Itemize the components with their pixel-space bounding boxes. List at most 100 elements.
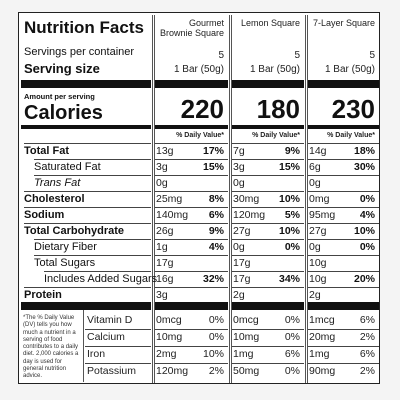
row-rule — [308, 346, 379, 347]
row-rule — [24, 207, 151, 208]
row-rule — [308, 207, 379, 208]
column-divider — [152, 15, 153, 383]
row-rule — [232, 346, 304, 347]
row-rule — [155, 363, 228, 364]
nutrient-amount: 140mg — [156, 209, 189, 221]
medium-rule — [308, 125, 379, 129]
row-rule — [34, 175, 151, 176]
nutrient-amount: 30mg — [233, 193, 260, 205]
thick-rule — [232, 80, 304, 88]
servings-value: 5 — [294, 50, 300, 61]
thick-rule — [155, 80, 228, 88]
vitamin-name: Vitamin D — [87, 314, 133, 326]
nutrient-amount: 0mg — [309, 193, 330, 205]
nutrient-dv: 4% — [359, 209, 375, 221]
row-rule — [308, 159, 379, 160]
row-rule — [34, 255, 151, 256]
nutrient-name: Includes Added Sugars — [44, 273, 158, 285]
medium-rule — [232, 125, 304, 129]
vitamin-dv: 10% — [202, 348, 224, 360]
nutrient-amount: 0g — [309, 177, 321, 189]
row-rule — [155, 143, 228, 144]
nutrient-amount: 7g — [233, 145, 245, 157]
vitamin-dv: 0% — [208, 331, 224, 343]
column-divider — [229, 15, 230, 383]
row-rule — [232, 271, 304, 272]
column-divider — [305, 15, 306, 383]
row-rule — [308, 223, 379, 224]
nutrient-amount: 26g — [156, 225, 174, 237]
nutrient-amount: 17g — [156, 257, 174, 269]
vitamin-amount: 10mg — [156, 331, 183, 343]
serving-size-value: 1 Bar (50g) — [324, 64, 375, 75]
vitamin-amount: 1mg — [309, 348, 330, 360]
nutrient-name: Total Carbohydrate — [24, 225, 125, 237]
serving-size-value: 1 Bar (50g) — [249, 64, 300, 75]
row-rule — [308, 143, 379, 144]
nutrient-amount: 17g — [233, 273, 251, 285]
nutrient-name: Protein — [24, 289, 62, 301]
nutrient-dv: 30% — [353, 161, 375, 173]
row-rule — [24, 143, 151, 144]
medium-rule — [155, 125, 228, 129]
nutrient-amount: 95mg — [309, 209, 336, 221]
vitamin-amount: 50mg — [233, 365, 260, 377]
nutrient-amount: 0g — [233, 241, 245, 253]
nutrient-amount: 3g — [233, 161, 245, 173]
vitamin-amount: 120mg — [156, 365, 189, 377]
row-rule — [232, 159, 304, 160]
row-rule — [308, 329, 379, 330]
row-rule — [232, 363, 304, 364]
row-rule — [232, 223, 304, 224]
row-rule — [44, 271, 151, 272]
nutrient-amount: 27g — [233, 225, 251, 237]
vitamin-amount: 90mg — [309, 365, 336, 377]
row-rule — [308, 175, 379, 176]
nutrient-name: Total Sugars — [34, 257, 96, 269]
row-rule — [155, 207, 228, 208]
dv-header: % Daily Value* — [327, 132, 375, 139]
row-rule — [34, 159, 151, 160]
nutrient-amount: 120mg — [233, 209, 266, 221]
footnote-divider — [83, 310, 84, 382]
nutrient-dv: 10% — [278, 225, 300, 237]
calories-value: 220 — [180, 94, 224, 124]
thick-rule — [21, 80, 151, 88]
servings-label: Servings per container — [24, 46, 135, 58]
row-rule — [24, 287, 151, 288]
column-divider — [154, 15, 155, 383]
calories-value: 180 — [256, 94, 300, 124]
row-rule — [232, 239, 304, 240]
nutrient-dv: 17% — [202, 145, 224, 157]
row-rule — [308, 363, 379, 364]
row-rule — [308, 287, 379, 288]
vitamin-amount: 2mg — [156, 348, 177, 360]
row-rule — [155, 329, 228, 330]
nutrient-amount: 14g — [309, 145, 327, 157]
row-rule — [232, 143, 304, 144]
row-rule — [85, 329, 151, 330]
vitamin-dv: 6% — [359, 314, 375, 326]
product-name: Gourmet Brownie Square — [159, 18, 224, 38]
row-rule — [85, 346, 151, 347]
nutrient-dv: 5% — [284, 209, 300, 221]
nutrient-dv: 32% — [202, 273, 224, 285]
row-rule — [308, 271, 379, 272]
row-rule — [155, 175, 228, 176]
nutrient-amount: 6g — [309, 161, 321, 173]
amount-label: Amount per serving — [24, 92, 95, 101]
vitamin-dv: 6% — [359, 348, 375, 360]
row-rule — [155, 271, 228, 272]
nutrient-amount: 1g — [156, 241, 168, 253]
serving-size-value: 1 Bar (50g) — [173, 64, 224, 75]
nutrient-amount: 17g — [233, 257, 251, 269]
nutrient-dv: 0% — [359, 241, 375, 253]
row-rule — [155, 287, 228, 288]
vitamin-amount: 1mg — [233, 348, 254, 360]
calories-label: Calories — [24, 102, 103, 124]
nutrient-amount: 0g — [156, 177, 168, 189]
medium-rule — [21, 125, 151, 129]
nutrition-label: Nutrition Facts Servings per container Ser… — [18, 12, 380, 384]
row-rule — [155, 239, 228, 240]
nutrient-name: Sodium — [24, 209, 65, 221]
